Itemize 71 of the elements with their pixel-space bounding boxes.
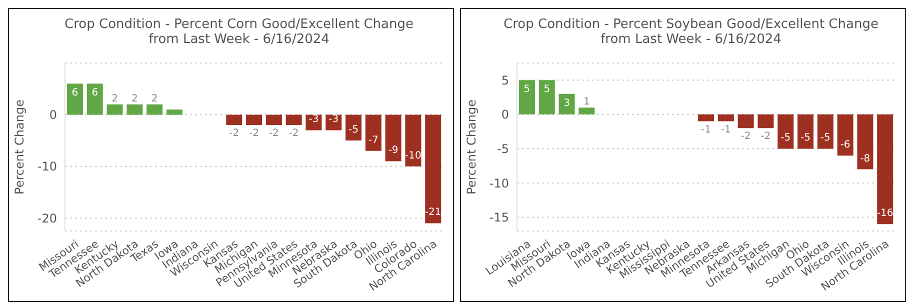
y-tick-label: -5 — [497, 142, 509, 156]
bar — [266, 114, 282, 126]
bar — [425, 114, 442, 224]
bar — [778, 114, 794, 149]
y-axis-title: Percent Change — [464, 100, 478, 194]
data-label: 1 — [583, 96, 590, 108]
bar — [246, 114, 262, 126]
bar — [518, 80, 535, 114]
bar — [126, 104, 143, 115]
data-label: -1 — [720, 124, 731, 136]
data-label: -7 — [368, 134, 378, 146]
y-tick-label: 5 — [501, 73, 509, 88]
data-label: -3 — [328, 114, 339, 126]
data-label: -3 — [308, 114, 319, 126]
bar — [718, 114, 734, 122]
bar — [698, 114, 714, 122]
data-label: -10 — [405, 150, 422, 162]
bar — [226, 114, 242, 126]
bar — [106, 104, 123, 115]
data-label: -6 — [840, 140, 850, 151]
chart-title: Crop Condition - Percent Soybean Good/Excellent Change from Last Week - 6/16/2024 — [502, 17, 880, 47]
bar — [558, 94, 575, 114]
bar — [146, 104, 163, 115]
data-label: -2 — [760, 131, 771, 142]
data-label: 5 — [544, 84, 550, 96]
data-label: 3 — [564, 98, 570, 109]
bar — [286, 114, 302, 126]
data-label: 2 — [131, 93, 138, 104]
data-label: -9 — [388, 145, 398, 156]
y-tick-label: -15 — [489, 210, 509, 225]
y-tick-label: -10 — [37, 160, 57, 174]
data-label: 6 — [92, 88, 98, 99]
bar — [758, 114, 774, 128]
bar — [365, 114, 382, 151]
y-axis-title: Percent Change — [12, 100, 26, 194]
bar — [877, 114, 894, 224]
data-label: -5 — [800, 132, 811, 144]
bar — [538, 80, 555, 114]
data-label: -8 — [860, 153, 870, 164]
data-label: -5 — [780, 132, 791, 144]
y-tick-label: 0 — [49, 108, 57, 122]
data-label: -1 — [701, 124, 712, 136]
data-label: 2 — [112, 93, 118, 104]
data-label: -2 — [229, 128, 240, 140]
bar — [385, 114, 402, 162]
bar — [837, 114, 854, 156]
bar — [86, 84, 103, 115]
data-label: -2 — [740, 131, 751, 142]
data-label: -2 — [249, 128, 260, 140]
data-label: -5 — [348, 124, 359, 136]
bar — [738, 114, 754, 128]
y-tick-label: -10 — [489, 176, 509, 190]
data-label: -5 — [820, 132, 830, 144]
data-label: 5 — [524, 84, 530, 96]
data-label: 2 — [151, 93, 158, 104]
bar — [798, 114, 814, 149]
data-label: -2 — [288, 128, 299, 140]
bar — [66, 84, 83, 115]
data-label: -2 — [268, 128, 279, 140]
y-tick-label: -20 — [37, 211, 57, 226]
bar — [578, 108, 595, 114]
bar — [405, 114, 422, 166]
bar — [857, 114, 874, 170]
chart-title: Crop Condition - Percent Corn Good/Excellent Change from Last Week - 6/16/2024 — [64, 17, 414, 47]
bar — [166, 110, 182, 115]
y-tick-label: 0 — [501, 108, 509, 122]
data-label: -21 — [424, 207, 442, 218]
bar — [817, 114, 834, 149]
bar — [346, 114, 362, 141]
data-label: -16 — [876, 208, 894, 220]
data-label: 6 — [72, 88, 78, 99]
